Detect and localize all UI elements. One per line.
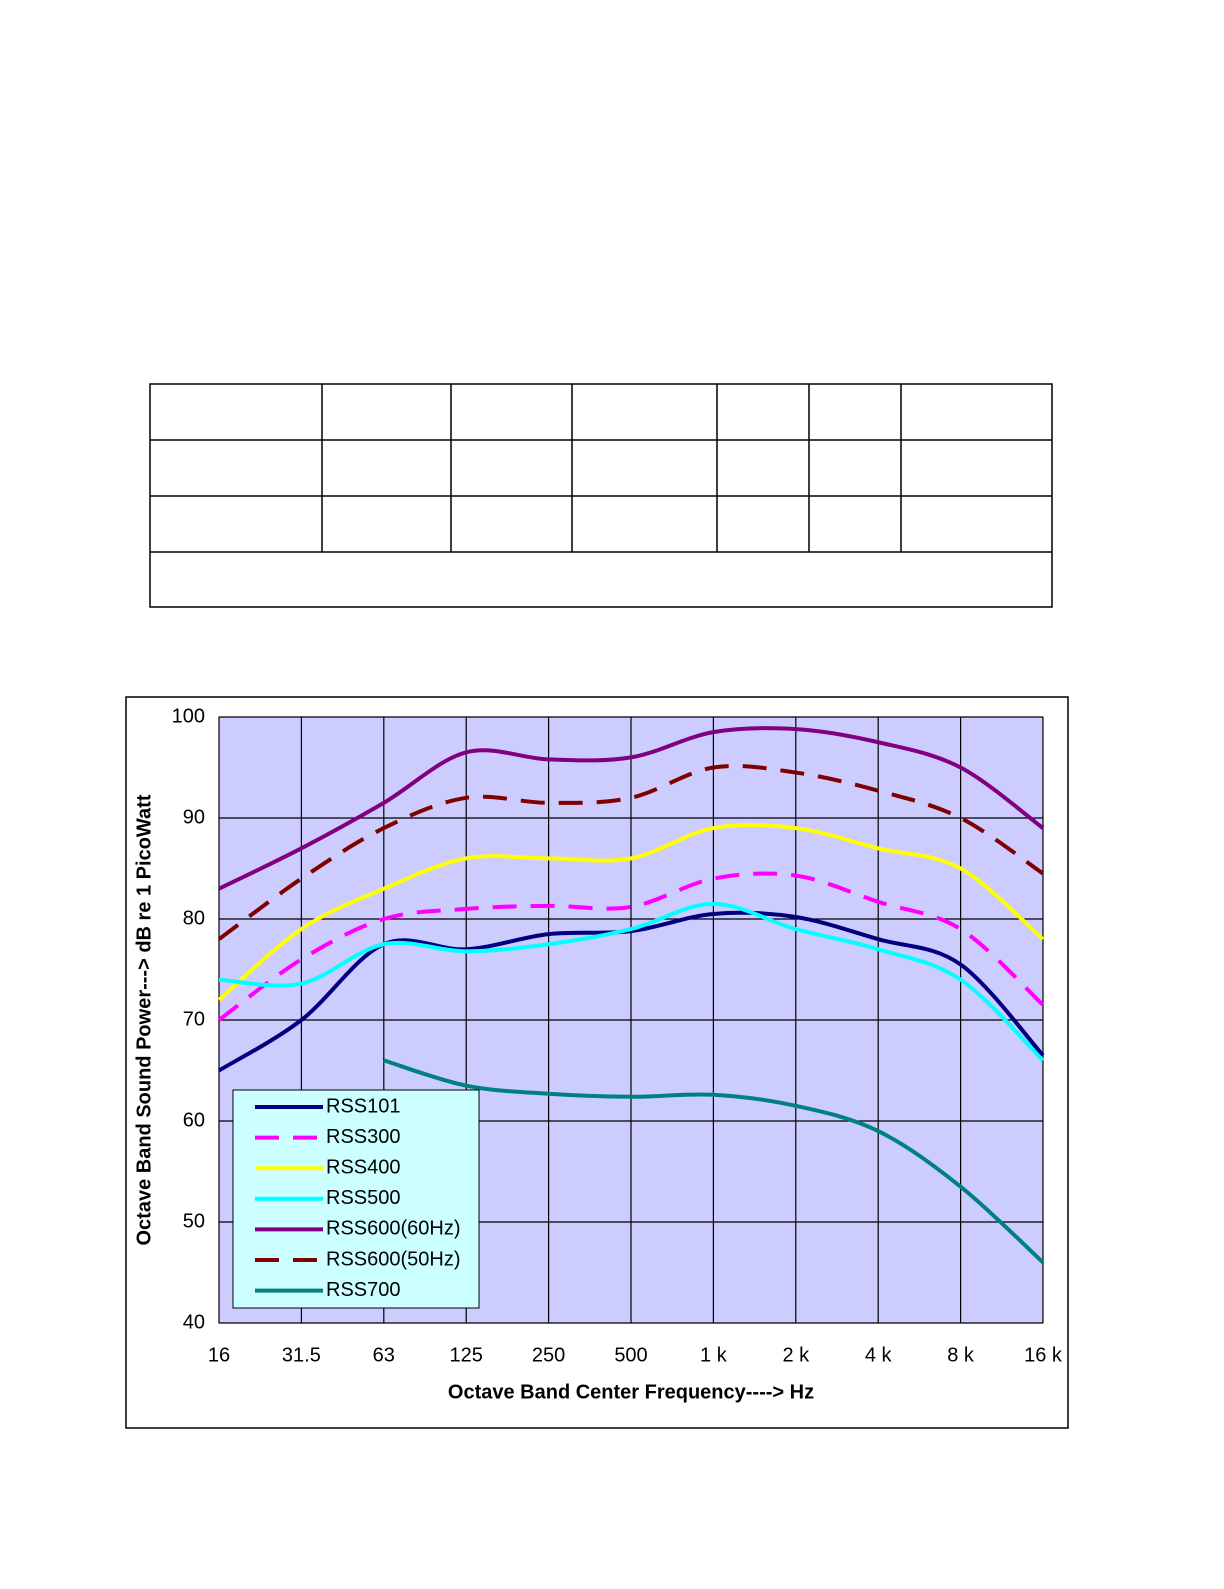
x-tick-label: 2 k — [782, 1344, 810, 1366]
series-line — [218, 901, 1045, 1062]
series-line — [383, 1058, 1045, 1264]
y-tick-label: 50 — [183, 1210, 205, 1232]
y-tick-label: 90 — [183, 806, 205, 828]
y-axis-label: Octave Band Sound Power---> dB re 1 Pico… — [133, 794, 155, 1245]
y-tick-label: 40 — [183, 1311, 205, 1333]
y-tick-label: 100 — [172, 705, 205, 727]
legend-label: RSS400 — [326, 1156, 401, 1178]
y-tick-label: 70 — [183, 1008, 205, 1030]
series-line — [217, 871, 1045, 1022]
x-tick-label: 500 — [614, 1344, 647, 1366]
x-tick-label: 250 — [532, 1344, 565, 1366]
legend-label: RSS300 — [326, 1126, 401, 1148]
x-tick-label: 31.5 — [282, 1344, 321, 1366]
series-line — [217, 822, 1045, 1002]
x-tick-label: 125 — [450, 1344, 483, 1366]
legend-label: RSS101 — [326, 1095, 401, 1117]
legend-label: RSS600(60Hz) — [326, 1218, 461, 1240]
legend-label: RSS500 — [326, 1187, 401, 1209]
x-tick-label: 4 k — [865, 1344, 893, 1366]
y-tick-label: 60 — [183, 1109, 205, 1131]
x-tick-label: 1 k — [700, 1344, 728, 1366]
x-tick-label: 16 k — [1024, 1344, 1063, 1366]
x-tick-label: 16 — [208, 1344, 230, 1366]
y-tick-label: 80 — [183, 907, 205, 929]
series-line — [218, 726, 1045, 891]
x-tick-label: 63 — [373, 1344, 395, 1366]
x-tick-label: 8 k — [947, 1344, 975, 1366]
legend-label: RSS600(50Hz) — [326, 1248, 461, 1270]
empty-table — [149, 383, 1053, 608]
x-axis-label: Octave Band Center Frequency----> Hz — [448, 1381, 814, 1403]
series-line — [217, 764, 1045, 941]
legend-label: RSS700 — [326, 1279, 401, 1301]
